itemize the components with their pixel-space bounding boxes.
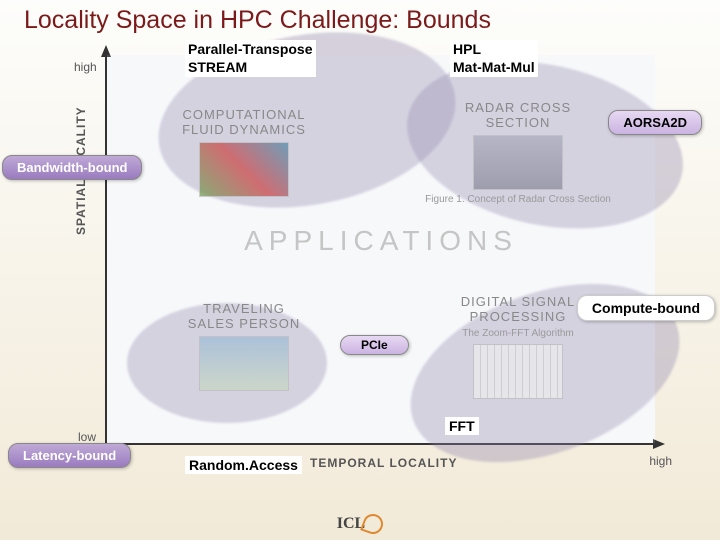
quad-radar-title: RADAR CROSS SECTION — [465, 100, 571, 130]
x-tick-high: high — [649, 454, 672, 468]
quad-dsp: DIGITAL SIGNAL PROCESSING The Zoom-FFT A… — [381, 249, 655, 443]
label-parallel-transpose: Parallel-Transpose STREAM — [185, 40, 316, 77]
quad-cfd: COMPUTATIONAL FLUID DYNAMICS — [107, 55, 381, 249]
quad-dsp-caption: The Zoom-FFT Algorithm — [462, 328, 574, 339]
label-random-access: Random.Access — [185, 456, 302, 474]
label-fft: FFT — [445, 417, 479, 435]
y-tick-high: high — [74, 60, 97, 74]
quad-radar: RADAR CROSS SECTION Figure 1. Concept of… — [381, 55, 655, 249]
locality-plot: COMPUTATIONAL FLUID DYNAMICS RADAR CROSS… — [105, 55, 655, 445]
radar-image — [473, 135, 563, 190]
callout-compute-bound: Compute-bound — [577, 295, 715, 321]
slide-title: Locality Space in HPC Challenge: Bounds — [24, 6, 491, 35]
cfd-image — [199, 142, 289, 197]
dsp-image — [473, 344, 563, 399]
footer-logo: ICL — [0, 514, 720, 534]
callout-latency-bound: Latency-bound — [8, 443, 131, 468]
quad-cfd-title: COMPUTATIONAL FLUID DYNAMICS — [182, 107, 306, 137]
callout-pcie: PCIe — [340, 335, 409, 355]
quad-radar-caption: Figure 1. Concept of Radar Cross Section — [425, 194, 611, 205]
callout-aorsa2d: AORSA2D — [608, 110, 702, 135]
applications-watermark: APPLICATIONS — [244, 225, 518, 257]
tsp-image — [199, 336, 289, 391]
x-axis-label: TEMPORAL LOCALITY — [310, 456, 457, 470]
y-tick-low: low — [78, 430, 96, 444]
quad-tsp-title: TRAVELING SALES PERSON — [188, 301, 300, 331]
quad-dsp-title: DIGITAL SIGNAL PROCESSING — [461, 294, 575, 324]
callout-bandwidth-bound: Bandwidth-bound — [2, 155, 142, 180]
label-hpl: HPL Mat-Mat-Mul — [450, 40, 538, 77]
